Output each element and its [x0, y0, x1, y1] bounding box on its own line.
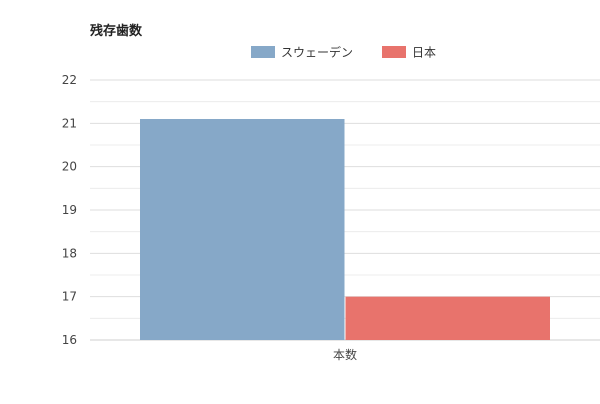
legend-swatch	[382, 46, 406, 58]
x-axis-ticks: 本数	[333, 347, 357, 362]
chart-title: 残存歯数	[90, 23, 143, 39]
legend-swatch	[251, 46, 275, 58]
legend: スウェーデン 日本	[251, 45, 436, 60]
legend-label: スウェーデン	[281, 45, 353, 60]
bars	[140, 119, 550, 340]
x-tick-label: 本数	[333, 347, 357, 362]
y-tick-label: 22	[62, 73, 77, 87]
y-tick-label: 16	[62, 333, 77, 347]
y-tick-label: 18	[62, 246, 77, 260]
y-tick-label: 20	[62, 160, 77, 174]
legend-item-japan[interactable]: 日本	[382, 46, 436, 60]
y-axis-ticks: 16 17 18 19 20 21 22	[62, 73, 77, 347]
bar-japan	[345, 296, 550, 340]
legend-label: 日本	[412, 46, 436, 60]
legend-item-sweden[interactable]: スウェーデン	[251, 45, 353, 60]
bar-sweden	[140, 119, 345, 340]
y-tick-label: 19	[62, 203, 77, 217]
y-tick-label: 21	[62, 116, 77, 130]
y-tick-label: 17	[62, 290, 77, 304]
